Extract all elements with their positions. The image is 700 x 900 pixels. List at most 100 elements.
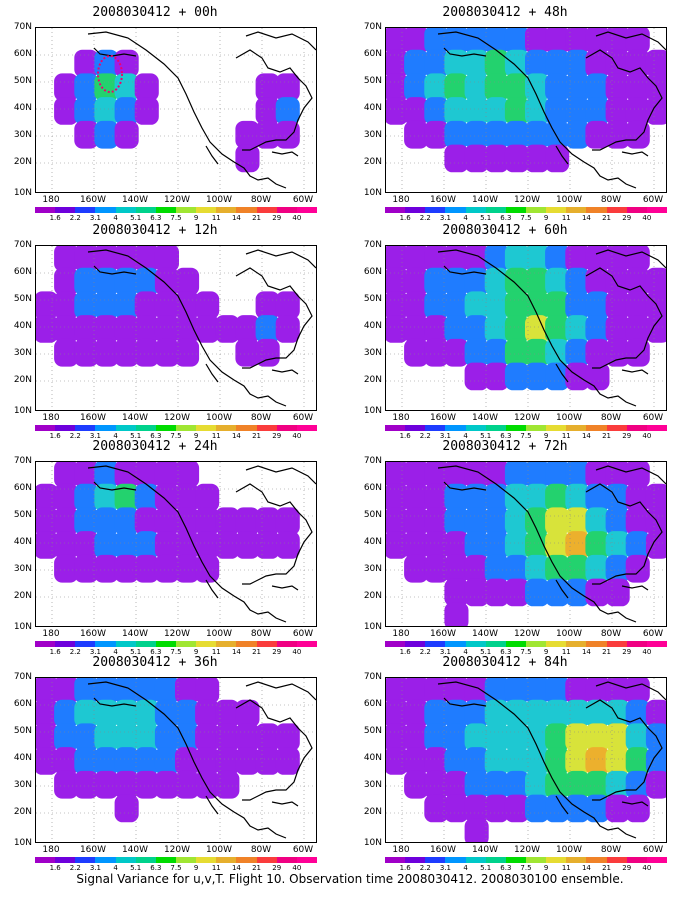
colorbar-swatch [525,857,547,863]
field-cell [545,291,570,320]
field-cell [386,723,409,752]
colorbar-label: 2.2 [419,648,431,656]
field-cell [255,97,280,125]
lat-tick-label: 10N [13,622,32,632]
colorbar-swatch [55,425,76,431]
field-cell [114,462,139,488]
field-cell [54,678,79,704]
field-cell [545,73,570,102]
field-cell [504,362,529,391]
colorbar-swatch [485,857,506,863]
lat-tick-label: 70N [13,456,32,466]
field-cell [36,531,59,559]
lat-tick-label: 50N [13,76,32,86]
variance-field-svg [36,678,316,842]
colorbar-swatch [55,207,76,213]
field-cell [386,483,409,512]
lon-tick-label: 180 [42,195,60,205]
field-cell [585,578,610,607]
field-cell [464,507,489,536]
field-cell [195,554,220,583]
panel-title: 2008030412 + 72h [442,439,568,454]
field-cell [545,554,570,583]
lon-tick-label: 80W [250,845,272,855]
lon-tick-label: 80W [250,413,272,423]
field-cell [605,678,630,704]
colorbar-swatch [296,857,317,863]
field-cell [464,531,489,559]
field-cell [134,747,159,775]
field-cell [444,554,469,583]
colorbar-swatch [296,641,317,647]
lat-tick-label: 10N [13,188,32,198]
lat-tick-label: 10N [363,188,382,198]
colorbar-swatch [546,857,567,863]
lon-tick-label: 160W [79,845,107,855]
field-cell [605,291,630,320]
field-cell [195,699,220,728]
field-cell [504,144,529,173]
field-cell [565,699,590,728]
colorbar-labels: 1.6 2.2 3.1 4 5.1 6.3 7.5 9 11 14 21 29 40 [35,431,317,440]
field-cell [215,770,240,799]
colorbar-swatch [566,857,587,863]
field-cell [525,507,550,536]
field-cell [175,267,200,296]
colorbar-swatch [236,857,257,863]
lat-tick-label: 70N [13,22,32,32]
map-plot [385,461,667,627]
colorbar-label: 14 [581,648,591,656]
field-cell [625,794,650,823]
field-cell [404,28,429,54]
lat-tick-label: 20N [13,375,32,385]
field-cell [525,291,550,320]
field-cell [625,723,650,752]
field-cell [255,747,280,775]
colorbar-label: 29 [622,214,632,222]
colorbar-label: 6.3 [150,648,162,656]
colorbar-label: 9 [193,432,199,440]
lat-tick-label: 60N [13,267,32,277]
colorbar-label: 9 [543,864,549,872]
lon-tick-label: 140W [121,195,149,205]
colorbar-label: 11 [561,214,571,222]
lat-tick-label: 50N [363,726,382,736]
field-cell [154,462,179,488]
colorbar-label: 5.1 [130,648,142,656]
field-cell [154,246,179,272]
colorbar-swatch [276,207,297,213]
lon-tick-label: 100W [555,413,583,423]
field-cell [645,49,666,78]
colorbar-swatch [115,857,136,863]
field-cell [154,338,179,367]
field-cell [545,507,570,536]
colorbar-swatches [385,425,667,431]
variance-field-svg [386,246,666,410]
colorbar-label: 21 [252,432,262,440]
field-cell [275,291,300,320]
field-cell [134,73,159,102]
field-cell [36,678,59,704]
field-cell [424,554,449,583]
field-cell [74,338,99,367]
figure-caption: Signal Variance for u,v,T. Flight 10. Ob… [76,872,624,886]
colorbar-swatch [405,425,426,431]
colorbar-swatch [505,641,526,647]
colorbar-label: 9 [193,648,199,656]
colorbar-label: 3.1 [89,214,101,222]
colorbar-swatch [445,207,466,213]
colorbar-label: 5.1 [480,864,492,872]
colorbar-swatch [425,425,446,431]
field-cell [605,531,630,559]
lon-tick-label: 80W [600,413,622,423]
field-cell [36,507,59,536]
field-cell [404,770,429,799]
lon-tick-label: 160W [429,195,457,205]
field-cell [255,531,280,559]
field-cell [625,770,650,799]
colorbar-label: 11 [211,214,221,222]
field-cell [565,291,590,320]
colorbar-swatch [505,857,526,863]
colorbar: 1.6 2.2 3.1 4 5.1 6.3 7.5 9 11 14 21 29 40 [35,857,317,872]
colorbar-swatches [385,641,667,647]
